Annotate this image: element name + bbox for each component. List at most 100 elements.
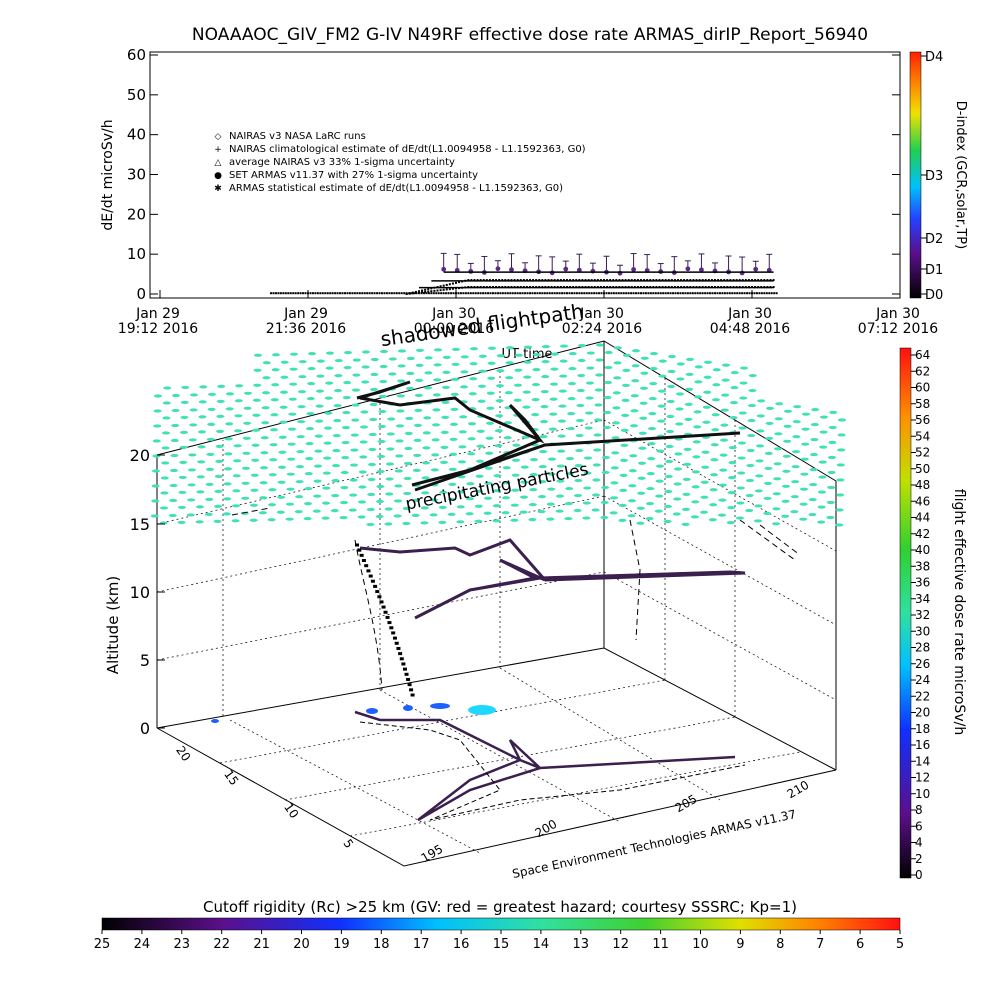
- particle-marker: [684, 417, 693, 421]
- particle-marker: [415, 378, 424, 382]
- climatological-mark: [575, 279, 578, 282]
- nairas-mark: [381, 292, 383, 295]
- particle-marker: [217, 384, 226, 388]
- particle-marker: [161, 461, 170, 465]
- particle-marker: [260, 451, 269, 455]
- rc-tick-label: 16: [453, 937, 470, 952]
- altitude-tick-label: 20: [130, 446, 150, 465]
- armas-point: [753, 266, 759, 272]
- particle-marker: [376, 484, 385, 489]
- particle-marker: [380, 349, 388, 354]
- nairas-mark: [585, 292, 588, 295]
- particle-marker: [764, 466, 773, 471]
- particle-marker: [682, 492, 691, 496]
- particle-marker: [305, 457, 314, 461]
- nairas-mark: [758, 292, 761, 295]
- nairas-mark: [309, 292, 312, 295]
- time-series-y-ticks: 0 10 20 30 40 50 60: [127, 46, 900, 303]
- particle-marker: [667, 384, 676, 389]
- particle-marker: [459, 415, 468, 419]
- particle-marker: [232, 504, 240, 508]
- particle-marker: [801, 427, 810, 431]
- nairas-mark: [662, 292, 665, 295]
- nairas-mark: [583, 292, 586, 295]
- climatological-mark: [418, 290, 420, 293]
- climatological-mark: [643, 279, 646, 282]
- particle-marker: [502, 466, 511, 470]
- climatological-mark: [680, 279, 683, 282]
- climatological-mark: [677, 279, 679, 282]
- particle-marker: [306, 427, 314, 431]
- particle-marker: [666, 399, 675, 404]
- particle-marker: [747, 433, 756, 438]
- particle-marker: [216, 399, 225, 403]
- particle-marker: [288, 427, 296, 431]
- particle-marker: [242, 436, 251, 440]
- nairas-mark: [344, 292, 346, 295]
- nairas-mark: [770, 292, 773, 295]
- legend-entry: average NAIRAS v3 33% 1-sigma uncertaint…: [229, 157, 455, 168]
- particle-marker: [658, 359, 667, 363]
- nairas-mark: [351, 292, 354, 295]
- nairas-mark: [696, 292, 699, 295]
- particle-marker: [564, 516, 573, 521]
- particle-marker: [583, 486, 592, 490]
- climatological-mark: [720, 279, 723, 282]
- particle-marker: [791, 480, 800, 484]
- particle-marker: [460, 385, 468, 389]
- y-tick-label: 0: [136, 285, 146, 303]
- particle-marker: [576, 388, 585, 393]
- particle-marker: [672, 512, 681, 516]
- climatological-mark: [717, 279, 720, 282]
- particle-marker: [323, 456, 332, 460]
- particle-marker: [404, 446, 413, 451]
- particle-marker: [361, 365, 370, 369]
- climatological-mark: [599, 279, 602, 282]
- rc-tick-label: 25: [94, 937, 111, 952]
- nairas-mark: [575, 292, 578, 295]
- particle-marker: [214, 474, 223, 478]
- particle-marker: [232, 489, 241, 493]
- particle-marker: [226, 392, 234, 396]
- nairas-mark: [274, 292, 277, 295]
- nairas-mark: [654, 292, 657, 295]
- particle-marker: [304, 472, 313, 476]
- particle-marker: [332, 449, 341, 453]
- nairas-mark: [297, 292, 300, 295]
- particle-marker: [279, 405, 288, 409]
- nairas-mark: [326, 292, 329, 295]
- particle-marker: [423, 416, 432, 420]
- particle-marker: [837, 433, 846, 437]
- particle-marker: [521, 435, 530, 439]
- particle-marker: [322, 486, 331, 490]
- particle-marker: [323, 441, 332, 445]
- particle-marker: [251, 443, 260, 447]
- particle-marker: [395, 439, 404, 443]
- particle-marker: [547, 487, 556, 491]
- particle-marker: [334, 389, 342, 393]
- particle-marker: [630, 409, 639, 413]
- particle-marker: [650, 352, 658, 356]
- descent-mark: [392, 636, 397, 640]
- particle-marker: [216, 414, 225, 418]
- particle-marker: [377, 439, 386, 444]
- particle-marker: [639, 401, 648, 405]
- climatological-mark: [627, 279, 630, 282]
- particle-marker: [664, 474, 673, 479]
- particle-marker: [676, 392, 684, 396]
- nairas-mark: [775, 292, 778, 295]
- particle-marker: [520, 480, 529, 484]
- particle-marker: [250, 503, 258, 507]
- particle-marker: [422, 431, 431, 435]
- particle-marker: [603, 410, 612, 415]
- particle-marker: [451, 377, 460, 381]
- particle-marker: [326, 351, 334, 355]
- particle-marker: [820, 415, 828, 419]
- statistical-mark: [430, 290, 433, 293]
- particle-marker: [440, 430, 449, 434]
- particle-marker: [476, 429, 485, 433]
- nairas-mark: [516, 292, 519, 295]
- particle-marker: [288, 397, 297, 401]
- particle-marker: [358, 470, 367, 474]
- particle-marker: [513, 398, 522, 402]
